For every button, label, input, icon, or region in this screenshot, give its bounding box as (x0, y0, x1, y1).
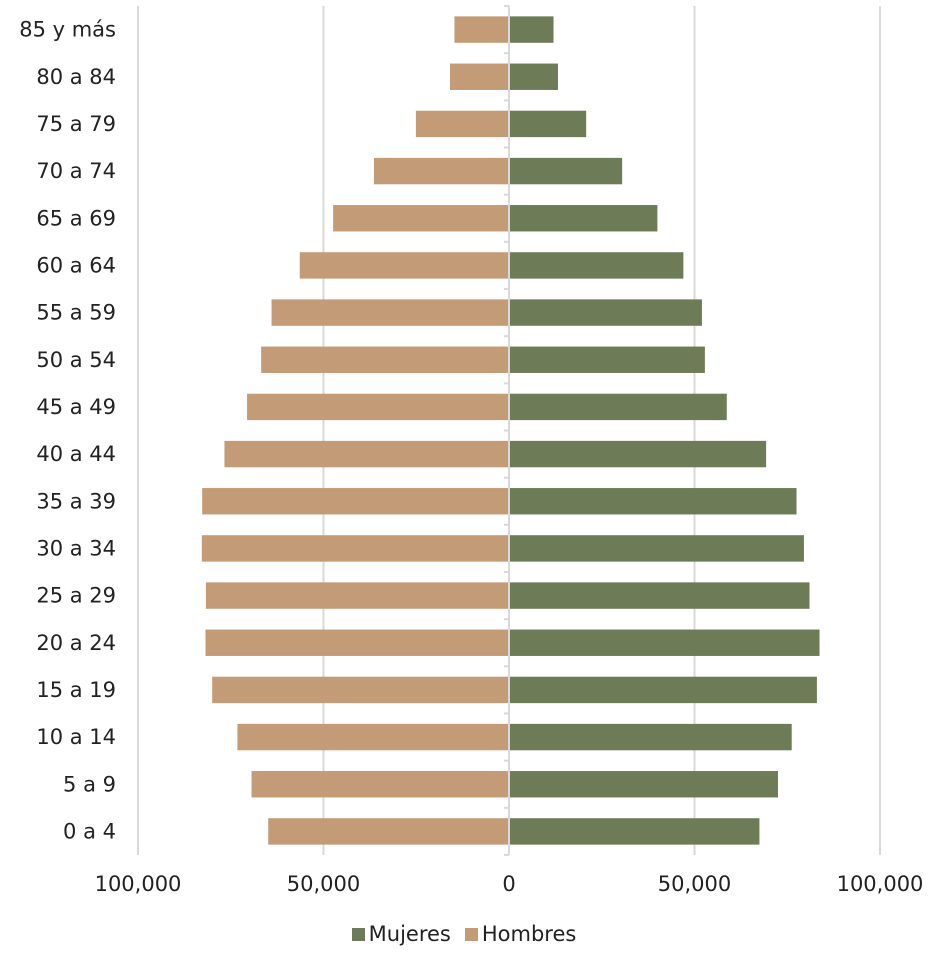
x-tick-label-4: 100,000 (837, 872, 924, 896)
legend-label-hombres: Hombres (481, 922, 577, 946)
bar-hombres-75-a-79 (415, 110, 509, 138)
bar-mujeres-50-a-54 (509, 346, 705, 373)
bar-mujeres-20-a-24 (509, 629, 820, 656)
legend-item-mujeres: Mujeres (351, 922, 451, 946)
y-tick-label-40-a-44: 40 a 44 (36, 442, 116, 466)
y-tick-label-80-a-84: 80 a 84 (36, 65, 116, 89)
x-tick-label-0: 100,000 (95, 872, 182, 896)
bar-hombres-50-a-54 (261, 346, 509, 373)
legend: Mujeres Hombres (0, 922, 928, 946)
bar-mujeres-0-a-4 (509, 818, 760, 845)
bar-mujeres-35-a-39 (509, 488, 797, 515)
bar-hombres-45-a-49 (247, 393, 509, 421)
bar-hombres-85-y-m-s (454, 16, 509, 43)
bar-hombres-5-a-9 (251, 771, 509, 798)
bar-hombres-15-a-19 (212, 676, 509, 704)
bar-mujeres-30-a-34 (509, 535, 804, 562)
y-tick-label-5-a-9: 5 a 9 (63, 772, 116, 796)
bar-hombres-30-a-34 (201, 535, 509, 562)
bar-mujeres-65-a-69 (509, 205, 658, 232)
bar-hombres-40-a-44 (224, 440, 509, 468)
legend-swatch-mujeres (351, 927, 365, 941)
x-axis-labels: 100,000 50,000 0 50,000 100,000 (95, 872, 924, 896)
legend-item-hombres: Hombres (464, 922, 577, 946)
bar-mujeres-5-a-9 (509, 771, 778, 798)
bar-mujeres-80-a-84 (509, 63, 558, 90)
bars (201, 5, 820, 856)
bar-mujeres-85-y-m-s (509, 16, 554, 43)
y-tick-label-50-a-54: 50 a 54 (36, 348, 116, 372)
bar-hombres-25-a-29 (205, 582, 509, 609)
bar-mujeres-10-a-14 (509, 723, 792, 751)
y-tick-label-85-y-m-s: 85 y más (19, 18, 116, 42)
y-tick-label-60-a-64: 60 a 64 (36, 253, 116, 277)
bar-hombres-80-a-84 (450, 63, 509, 90)
bar-hombres-55-a-59 (271, 299, 509, 326)
bar-mujeres-45-a-49 (509, 393, 727, 421)
legend-swatch-hombres (464, 927, 478, 941)
bar-hombres-10-a-14 (237, 723, 510, 751)
bar-mujeres-75-a-79 (509, 110, 587, 138)
y-axis-labels: 0 a 4 5 a 9 10 a 14 15 a 19 20 a 24 25 a 29 30… (19, 18, 116, 844)
y-tick-label-70-a-74: 70 a 74 (36, 159, 116, 183)
y-tick-label-10-a-14: 10 a 14 (36, 725, 116, 749)
y-tick-label-30-a-34: 30 a 34 (36, 536, 116, 560)
y-tick-label-20-a-24: 20 a 24 (36, 631, 116, 655)
bar-mujeres-40-a-44 (509, 440, 767, 468)
bar-mujeres-25-a-29 (509, 582, 810, 609)
y-tick-label-25-a-29: 25 a 29 (36, 584, 116, 608)
y-tick-label-45-a-49: 45 a 49 (36, 395, 116, 419)
y-tick-label-65-a-69: 65 a 69 (36, 206, 116, 230)
x-tick-label-1: 50,000 (287, 872, 360, 896)
bar-mujeres-15-a-19 (509, 676, 817, 704)
y-tick-label-35-a-39: 35 a 39 (36, 489, 116, 513)
bar-mujeres-55-a-59 (509, 299, 702, 326)
y-tick-label-0-a-4: 0 a 4 (63, 819, 116, 843)
y-tick-label-15-a-19: 15 a 19 (36, 678, 116, 702)
legend-label-mujeres: Mujeres (368, 922, 451, 946)
bar-hombres-70-a-74 (373, 157, 509, 185)
x-tick-label-3: 50,000 (658, 872, 731, 896)
y-tick-label-55-a-59: 55 a 59 (36, 301, 116, 325)
bar-hombres-65-a-69 (333, 205, 509, 232)
bar-hombres-60-a-64 (299, 252, 509, 279)
x-tick-label-2: 0 (502, 872, 515, 896)
bar-mujeres-70-a-74 (509, 157, 623, 185)
bar-hombres-0-a-4 (268, 818, 509, 845)
bar-hombres-20-a-24 (205, 629, 509, 656)
bar-mujeres-60-a-64 (509, 252, 684, 279)
bar-hombres-35-a-39 (202, 488, 510, 515)
y-tick-label-75-a-79: 75 a 79 (36, 112, 116, 136)
